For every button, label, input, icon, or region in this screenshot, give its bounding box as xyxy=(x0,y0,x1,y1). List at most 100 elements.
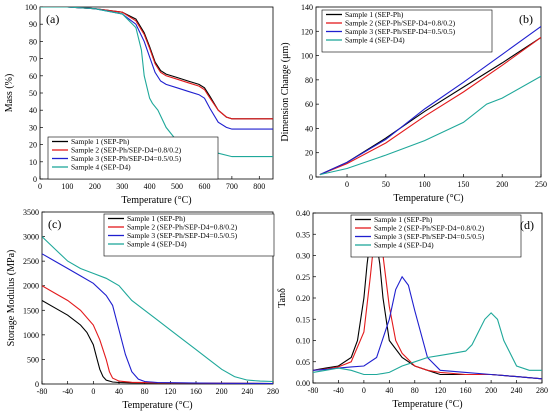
series-line-1 xyxy=(319,36,541,176)
legend-entry: Sample 2 (SEP-Ph/SEP-D4=0.8/0.2) xyxy=(345,19,456,28)
x-tick-label: 200 xyxy=(89,182,101,191)
x-tick-label: 100 xyxy=(419,180,431,189)
x-tick-label: 0 xyxy=(345,180,349,189)
panel-label: (c) xyxy=(48,217,61,231)
y-axis-label: Dimension Change (μm) xyxy=(280,42,291,141)
y-tick-label: 0.35 xyxy=(296,230,310,239)
y-tick-label: 0.10 xyxy=(296,337,310,346)
series-line-4 xyxy=(313,312,542,376)
x-tick-label: 120 xyxy=(164,387,176,396)
legend-entry: Sample 3 (SEP-Ph/SEP-D4=0.5/0.5) xyxy=(345,27,456,36)
y-tick-label: 0.15 xyxy=(296,315,310,324)
series-line-3 xyxy=(42,253,273,384)
y-tick-label: 40 xyxy=(305,124,313,133)
legend-entry: Sample 2 (SEP-Ph/SEP-D4=0.8/0.2) xyxy=(71,146,182,155)
series-line-2 xyxy=(40,7,273,120)
y-tick-label: 100 xyxy=(25,3,37,12)
y-tick-label: 70 xyxy=(29,55,37,64)
legend-entry: Sample 3 (SEP-Ph/SEP-D4=0.5/0.5) xyxy=(71,154,182,163)
series-line-3 xyxy=(40,7,273,130)
y-tick-label: 120 xyxy=(301,27,313,36)
series-line-4 xyxy=(319,75,541,176)
x-tick-label: 200 xyxy=(485,386,497,395)
x-tick-label: 120 xyxy=(434,386,446,395)
x-tick-label: -80 xyxy=(37,387,48,396)
x-tick-label: 200 xyxy=(496,180,508,189)
x-tick-label: -40 xyxy=(333,386,344,395)
x-tick-label: 0 xyxy=(91,387,95,396)
y-tick-label: 3000 xyxy=(23,233,39,242)
series-line-3 xyxy=(313,275,542,380)
y-tick-label: 20 xyxy=(29,141,37,150)
x-axis-label: Temperature (°C) xyxy=(393,193,463,204)
y-tick-label: 0 xyxy=(309,173,313,182)
legend-entry: Sample 2 (SEP-Ph/SEP-D4=0.8/0.2) xyxy=(374,224,485,233)
plot-frame xyxy=(315,6,542,178)
panel-b: 0 50 100 150 200 250 0 20 40 60 80 100 120 140 Tempera… xyxy=(280,3,547,204)
y-tick-label: 3500 xyxy=(23,208,39,217)
y-tick-label: 20 xyxy=(305,149,313,158)
y-tick-label: 0.05 xyxy=(296,358,310,367)
x-tick-label: 280 xyxy=(536,386,548,395)
legend-entry: Sample 1 (SEP-Ph) xyxy=(127,214,186,223)
x-tick-label: 700 xyxy=(226,182,238,191)
x-tick-label: -80 xyxy=(308,386,319,395)
legend-entry: Sample 2 (SEP-Ph/SEP-D4=0.8/0.2) xyxy=(127,223,238,232)
x-tick-label: 240 xyxy=(241,387,253,396)
y-tick-label: 80 xyxy=(29,37,37,46)
panel-label: (b) xyxy=(519,12,533,26)
y-tick-label: 0 xyxy=(35,380,39,389)
plot-frame xyxy=(41,211,274,385)
y-tick-label: 30 xyxy=(29,123,37,132)
y-tick-label: 50 xyxy=(29,89,37,98)
legend-box xyxy=(350,214,522,258)
panel-c: -80 -40 0 40 80 120 160 200 240 280 0 500 1000 1500 20… xyxy=(6,208,279,411)
x-tick-label: 300 xyxy=(116,182,128,191)
series-line-1 xyxy=(40,7,273,120)
legend-entry: Sample 4 (SEP-D4) xyxy=(127,240,187,249)
series-line-4 xyxy=(40,7,273,158)
x-tick-label: 160 xyxy=(190,387,202,396)
x-tick-label: 280 xyxy=(267,387,279,396)
legend-entry: Sample 3 (SEP-Ph/SEP-D4=0.5/0.5) xyxy=(127,231,238,240)
panel-label: (a) xyxy=(46,12,59,26)
x-tick-label: 800 xyxy=(253,182,265,191)
x-tick-label: 240 xyxy=(511,386,523,395)
x-tick-label: 0 xyxy=(362,386,366,395)
legend-entry: Sample 4 (SEP-D4) xyxy=(345,36,405,45)
series-line-3 xyxy=(319,25,541,176)
x-tick-label: 250 xyxy=(535,180,547,189)
y-tick-label: 60 xyxy=(305,100,313,109)
y-tick-label: 1000 xyxy=(23,331,39,340)
legend-entry: Sample 1 (SEP-Ph) xyxy=(374,215,433,224)
x-tick-label: -40 xyxy=(62,387,73,396)
x-axis-label: Temperature (°C) xyxy=(392,399,462,410)
x-tick-label: 600 xyxy=(198,182,210,191)
legend-entry: Sample 4 (SEP-D4) xyxy=(71,163,131,172)
y-tick-label: 500 xyxy=(27,355,39,364)
y-tick-label: 80 xyxy=(305,76,313,85)
y-tick-label: 0 xyxy=(33,175,37,184)
y-tick-label: 0.00 xyxy=(296,379,310,388)
y-tick-label: 100 xyxy=(301,52,313,61)
y-tick-label: 60 xyxy=(29,72,37,81)
series-line-2 xyxy=(42,285,273,384)
x-axis-label: Temperature (°C) xyxy=(122,400,192,411)
x-tick-label: 0 xyxy=(38,182,42,191)
y-tick-label: 40 xyxy=(29,106,37,115)
x-tick-label: 80 xyxy=(141,387,149,396)
x-tick-label: 80 xyxy=(411,386,419,395)
x-tick-label: 200 xyxy=(216,387,228,396)
legend-entry: Sample 3 (SEP-Ph/SEP-D4=0.5/0.5) xyxy=(374,232,485,241)
legend-box xyxy=(103,213,275,257)
y-tick-label: 1500 xyxy=(23,306,39,315)
series-line-2 xyxy=(319,36,541,176)
x-tick-label: 150 xyxy=(457,180,469,189)
legend-entry: Sample 1 (SEP-Ph) xyxy=(345,10,404,19)
y-tick-label: 140 xyxy=(301,3,313,12)
y-tick-label: 0.30 xyxy=(296,252,310,261)
y-axis-label: Tanδ xyxy=(277,288,288,308)
y-axis-label: Mass (%) xyxy=(4,74,15,113)
x-tick-label: 40 xyxy=(385,386,393,395)
series-line-4 xyxy=(42,236,273,383)
